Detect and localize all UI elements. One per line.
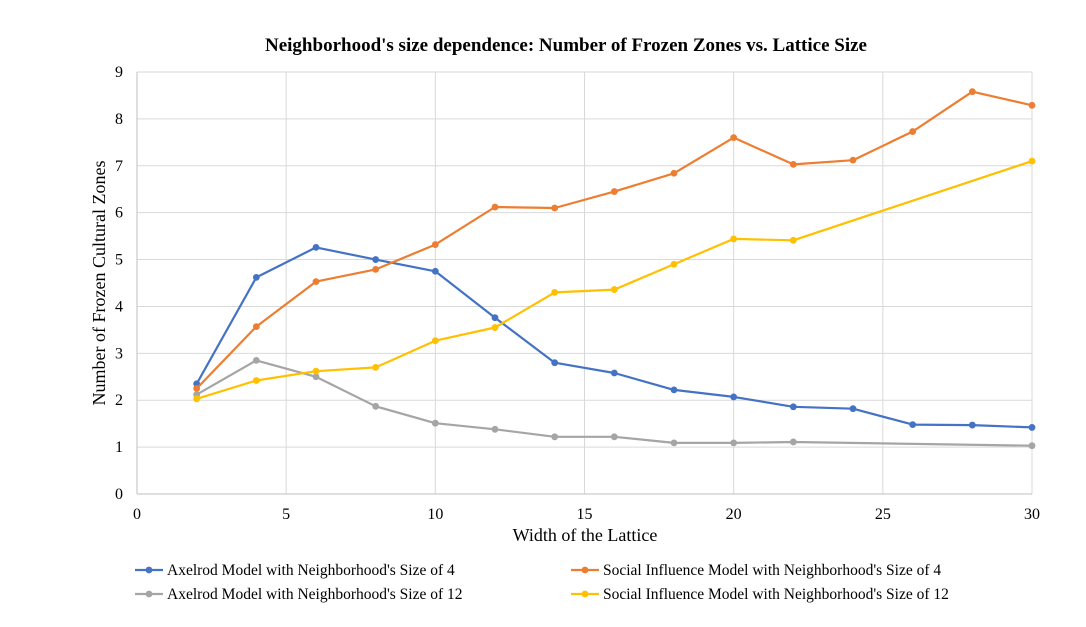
y-tick-label: 7 [115, 158, 123, 175]
x-tick-label: 0 [133, 506, 141, 523]
plot-area [193, 88, 1036, 450]
data-point [610, 433, 618, 441]
legend-label: Axelrod Model with Neighborhood's Size o… [167, 562, 455, 579]
data-point [431, 419, 439, 427]
x-tick-label: 15 [577, 506, 593, 523]
series-line [196, 359, 1033, 447]
data-point [372, 402, 380, 410]
legend-marker [581, 566, 589, 574]
y-tick-label: 5 [115, 252, 123, 269]
legend-item: Axelrod Model with Neighborhood's Size o… [135, 586, 463, 603]
data-point [551, 433, 559, 441]
data-point [491, 324, 499, 331]
data-point [252, 356, 260, 364]
series-line [195, 90, 1033, 390]
data-point [312, 243, 320, 251]
data-point [372, 256, 380, 263]
x-tick-label: 25 [875, 506, 891, 523]
series-1 [193, 243, 1036, 431]
legend: Axelrod Model with Neighborhood's Size o… [135, 562, 949, 603]
data-point [551, 288, 559, 296]
x-tick-label: 5 [282, 506, 290, 523]
x-axis-label: Width of the Lattice [513, 525, 658, 545]
tick-labels: 0 1 2 3 4 5 6 7 8 9 0 5 10 15 20 25 30 [115, 64, 1040, 523]
legend-label: Social Influence Model with Neighborhood… [603, 562, 941, 579]
legend-marker [145, 566, 153, 574]
data-point [193, 395, 201, 403]
data-point [730, 393, 738, 401]
data-point [431, 241, 439, 248]
legend-label: Social Influence Model with Neighborhood… [603, 586, 949, 603]
data-point [968, 421, 976, 429]
data-point [1028, 424, 1036, 431]
data-point [551, 204, 559, 212]
y-tick-label: 8 [115, 111, 123, 128]
data-point [789, 236, 797, 244]
legend-item: Social Influence Model with Neighborhood… [571, 562, 941, 579]
gridlines [137, 71, 1033, 494]
y-tick-label: 4 [115, 298, 123, 315]
series-4 [193, 157, 1036, 403]
data-point [491, 314, 499, 322]
y-tick-label: 0 [115, 486, 123, 503]
data-point [312, 367, 320, 375]
data-point [491, 425, 499, 433]
y-tick-label: 6 [115, 205, 123, 222]
data-point [670, 386, 678, 394]
data-point [730, 439, 738, 447]
data-point [312, 373, 320, 381]
series-line [196, 160, 1033, 400]
y-tick-label: 1 [115, 439, 123, 456]
data-point [610, 188, 618, 195]
x-tick-label: 10 [427, 506, 443, 523]
data-point [610, 369, 618, 377]
data-point [491, 203, 499, 211]
data-point [909, 421, 917, 429]
legend-item: Social Influence Model with Neighborhood… [571, 586, 949, 603]
data-point [849, 156, 857, 164]
legend-item: Axelrod Model with Neighborhood's Size o… [135, 562, 455, 579]
chart-title: Neighborhood's size dependence: Number o… [265, 35, 867, 56]
data-point [610, 286, 618, 293]
data-point [431, 267, 439, 275]
x-tick-label: 30 [1024, 506, 1040, 523]
data-point [909, 128, 917, 135]
data-point [1028, 101, 1036, 109]
series-3 [193, 356, 1036, 450]
data-point [789, 438, 797, 446]
legend-label: Axelrod Model with Neighborhood's Size o… [167, 586, 463, 603]
y-tick-label: 9 [115, 64, 123, 81]
data-point [730, 134, 738, 142]
data-point [252, 323, 260, 331]
legend-marker [145, 590, 153, 598]
data-point [372, 364, 380, 371]
data-point [1028, 442, 1036, 450]
data-point [789, 160, 797, 168]
data-point [730, 235, 738, 243]
data-point [968, 88, 976, 96]
data-point [252, 273, 260, 281]
data-point [312, 278, 320, 285]
x-tick-label: 20 [726, 506, 742, 523]
y-tick-label: 3 [115, 345, 123, 362]
data-point [670, 169, 678, 177]
data-point [551, 359, 559, 367]
data-point [372, 266, 380, 273]
data-point [670, 439, 678, 447]
y-tick-label: 2 [115, 392, 123, 409]
data-point [193, 385, 201, 392]
axes [136, 72, 1032, 495]
y-axis-label: Number of Frozen Cultural Zones [89, 161, 109, 406]
data-point [789, 403, 797, 411]
data-point [849, 405, 857, 413]
legend-marker [581, 590, 589, 598]
data-point [670, 260, 678, 268]
series-2 [193, 88, 1036, 392]
data-point [252, 377, 260, 384]
data-point [431, 337, 439, 345]
data-point [1028, 157, 1036, 165]
